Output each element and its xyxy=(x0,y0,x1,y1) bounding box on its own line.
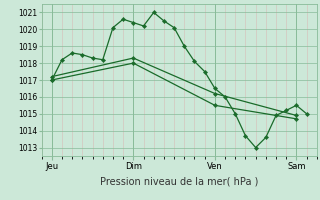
X-axis label: Pression niveau de la mer( hPa ): Pression niveau de la mer( hPa ) xyxy=(100,176,258,186)
